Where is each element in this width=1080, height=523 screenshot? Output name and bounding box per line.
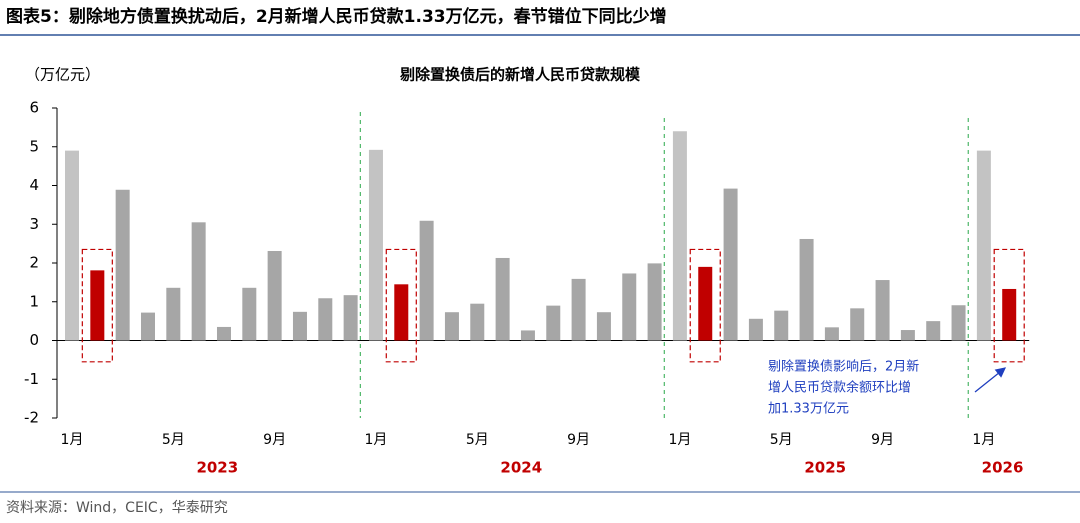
y-tick-label: -1 [24,370,39,388]
bar [394,284,409,341]
x-tick-label: 5月 [162,432,185,448]
bar [622,273,637,341]
y-tick-label: 0 [29,331,39,349]
highlight-box [81,248,113,363]
bar [216,326,231,341]
bar [1002,288,1017,341]
year-label: 2023 [196,459,238,477]
x-tick-label: 1月 [972,432,995,448]
year-label: 2026 [982,459,1024,477]
x-tick-label: 9月 [871,432,894,448]
bar [900,330,915,341]
annotation: 加1.33万亿元 [768,402,849,417]
bar [470,303,485,341]
annotation: 增人民币贷款余额环比增 [768,380,911,396]
bar [191,222,206,341]
year-label: 2024 [500,459,542,477]
bar [976,150,991,341]
y-tick-label: 6 [29,99,39,117]
bar [318,298,333,341]
bar [850,308,865,341]
bar [166,287,181,341]
y-tick-label: 5 [29,137,39,155]
bar [748,318,763,341]
year-label: 2025 [804,459,846,477]
x-tick-label: 1月 [364,432,387,448]
source: 资料来源：Wind，CEIC，华泰研究 [6,500,228,516]
bar [65,150,79,341]
bar [926,321,941,341]
x-tick-label: 9月 [263,432,286,448]
bar [774,310,789,341]
bar [596,312,611,341]
bar [647,263,662,341]
y-axis-label: （万亿元） [25,66,100,84]
chart-title: 剔除置换债后的新增人民币贷款规模 [399,66,641,84]
bar [672,131,687,341]
page-title: 图表5：剔除地方债置换扰动后，2月新增人民币贷款1.33万亿元，春节错位下同比少… [6,6,667,27]
y-tick-label: -2 [24,409,39,427]
bar [140,312,155,341]
bar [115,189,130,341]
annotation: 剔除置换债影响后，2月新 [768,359,919,375]
bar [90,270,105,341]
bar [495,257,510,341]
y-tick-label: 2 [29,254,39,272]
x-tick-label: 9月 [567,432,590,448]
annotation-arrow [974,367,1007,393]
x-tick-label: 1月 [61,432,84,448]
bar [951,305,966,341]
x-tick-label: 5月 [466,432,489,448]
highlight-box [689,248,721,363]
bar [444,312,459,341]
bar [267,250,282,341]
x-tick-label: 1月 [668,432,691,448]
y-tick-label: 3 [29,215,39,233]
bar [343,295,358,341]
bar [242,287,257,341]
bar [824,327,839,341]
bar [698,266,713,341]
bar [292,311,307,341]
bar [799,238,814,341]
y-tick-label: 1 [29,292,39,310]
y-tick-label: 4 [29,176,39,194]
bar [368,149,383,341]
bar [571,278,586,341]
bar [546,305,561,341]
x-tick-label: 5月 [770,432,793,448]
highlight-box [385,248,417,363]
bar [723,188,738,341]
bar [875,280,890,341]
highlight-box [993,248,1025,363]
bar [419,220,434,341]
bar [520,330,535,341]
